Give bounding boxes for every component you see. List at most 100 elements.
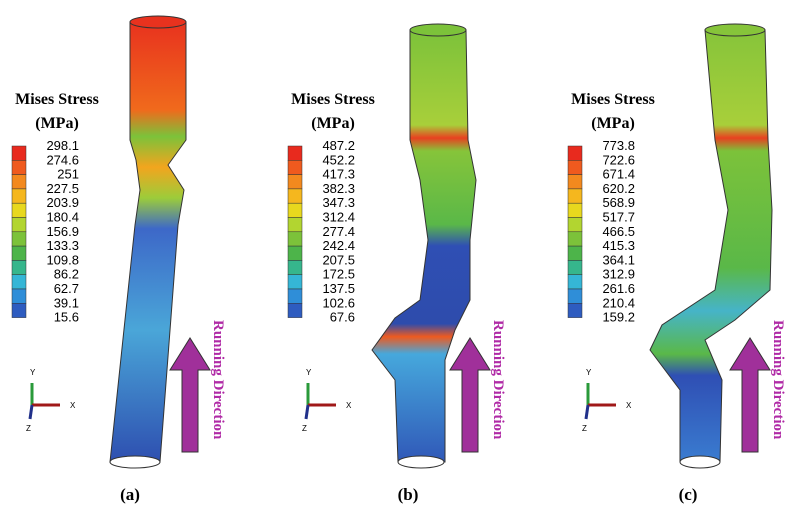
legend-swatch bbox=[567, 274, 583, 290]
legend-swatch bbox=[11, 260, 27, 275]
pipe-end bbox=[109, 455, 161, 469]
legend-swatch bbox=[11, 217, 27, 233]
legend-swatch bbox=[287, 217, 303, 233]
axis-z bbox=[28, 404, 34, 420]
pipe bbox=[109, 21, 187, 463]
pipe-end bbox=[704, 23, 766, 37]
legend-value: 568.9 bbox=[602, 195, 635, 210]
legend-value: 109.8 bbox=[46, 252, 79, 267]
legend-value: 415.3 bbox=[602, 238, 635, 253]
legend-value: 207.5 bbox=[322, 252, 355, 267]
direction-label: Running Direction bbox=[490, 320, 506, 440]
axis-z bbox=[304, 404, 310, 420]
legend-value: 86.2 bbox=[54, 267, 79, 282]
legend-swatch bbox=[567, 245, 583, 261]
legend-swatch bbox=[567, 217, 583, 233]
direction-label: Running Direction bbox=[210, 320, 226, 440]
legend-value: 620.2 bbox=[602, 181, 635, 196]
legend-swatch bbox=[567, 288, 583, 304]
axis-label: Z bbox=[302, 424, 307, 433]
legend-value: 137.5 bbox=[322, 281, 355, 296]
legend-swatch bbox=[11, 174, 27, 190]
legend-value: 722.6 bbox=[602, 152, 635, 167]
legend-value: 62.7 bbox=[54, 281, 79, 296]
legend-unit: (MPa) bbox=[591, 115, 635, 132]
legend-swatch bbox=[11, 145, 27, 161]
legend-value: 172.5 bbox=[322, 267, 355, 282]
legend-value: 312.4 bbox=[322, 210, 355, 225]
legend-value: 312.9 bbox=[602, 267, 635, 282]
axis-label: X bbox=[70, 401, 76, 410]
legend-swatch bbox=[287, 202, 303, 218]
legend-swatch bbox=[567, 260, 583, 275]
legend-swatch bbox=[11, 288, 27, 304]
legend-value: 180.4 bbox=[46, 210, 79, 225]
caption: (c) bbox=[679, 485, 698, 504]
legend-value: 203.9 bbox=[46, 195, 79, 210]
legend-title: Mises Stress bbox=[291, 91, 375, 108]
legend-swatch bbox=[287, 245, 303, 261]
legend-title: Mises Stress bbox=[15, 91, 99, 108]
legend-value: 242.4 bbox=[322, 238, 355, 253]
legend-value: 67.6 bbox=[330, 310, 355, 325]
legend-value: 133.3 bbox=[46, 238, 79, 253]
legend-value: 15.6 bbox=[54, 310, 79, 325]
legend-swatch bbox=[287, 145, 303, 161]
legend-swatch bbox=[287, 303, 303, 318]
axis-z bbox=[584, 404, 590, 420]
legend-unit: (MPa) bbox=[311, 115, 355, 132]
pipe bbox=[371, 29, 477, 463]
legend-title: Mises Stress bbox=[571, 91, 655, 108]
legend-value: 364.1 bbox=[602, 252, 635, 267]
axis-label: Y bbox=[30, 368, 36, 377]
legend-value: 347.3 bbox=[322, 195, 355, 210]
legend-value: 261.6 bbox=[602, 281, 635, 296]
caption: (a) bbox=[120, 485, 140, 504]
legend-swatch bbox=[567, 145, 583, 161]
axis-label: Y bbox=[586, 368, 592, 377]
legend-value: 517.7 bbox=[602, 210, 635, 225]
legend-swatch bbox=[11, 160, 27, 175]
axis-label: Z bbox=[26, 424, 31, 433]
legend-swatch bbox=[11, 202, 27, 218]
legend-value: 298.1 bbox=[46, 138, 79, 153]
legend-value: 156.9 bbox=[46, 224, 79, 239]
legend-unit: (MPa) bbox=[35, 115, 79, 132]
direction-arrow bbox=[729, 337, 771, 453]
legend-swatch bbox=[11, 274, 27, 290]
legend-value: 466.5 bbox=[602, 224, 635, 239]
legend-swatch bbox=[287, 160, 303, 175]
axis-label: Z bbox=[582, 424, 587, 433]
legend-swatch bbox=[287, 288, 303, 304]
legend-value: 417.3 bbox=[322, 167, 355, 182]
legend-value: 159.2 bbox=[602, 310, 635, 325]
legend-swatch bbox=[287, 174, 303, 190]
direction-arrow bbox=[169, 337, 211, 453]
legend-swatch bbox=[11, 303, 27, 318]
legend-value: 251 bbox=[57, 167, 79, 182]
legend-swatch bbox=[287, 188, 303, 204]
axis-label: Y bbox=[306, 368, 312, 377]
axis-label: X bbox=[626, 401, 632, 410]
legend-swatch bbox=[11, 245, 27, 261]
legend-swatch bbox=[567, 188, 583, 204]
caption: (b) bbox=[398, 485, 419, 504]
legend-value: 487.2 bbox=[322, 138, 355, 153]
legend-swatch bbox=[11, 188, 27, 204]
pipe-end bbox=[397, 455, 445, 469]
pipe-end bbox=[129, 15, 187, 29]
legend-swatch bbox=[287, 260, 303, 275]
legend-value: 671.4 bbox=[602, 167, 635, 182]
axis-label: X bbox=[346, 401, 352, 410]
pipe-end bbox=[409, 23, 467, 37]
legend-value: 102.6 bbox=[322, 295, 355, 310]
legend-swatch bbox=[11, 231, 27, 247]
legend-value: 452.2 bbox=[322, 152, 355, 167]
legend-swatch bbox=[567, 174, 583, 190]
direction-label: Running Direction bbox=[770, 320, 786, 440]
legend-value: 39.1 bbox=[54, 295, 79, 310]
legend-swatch bbox=[567, 202, 583, 218]
legend-swatch bbox=[567, 160, 583, 175]
legend-value: 382.3 bbox=[322, 181, 355, 196]
